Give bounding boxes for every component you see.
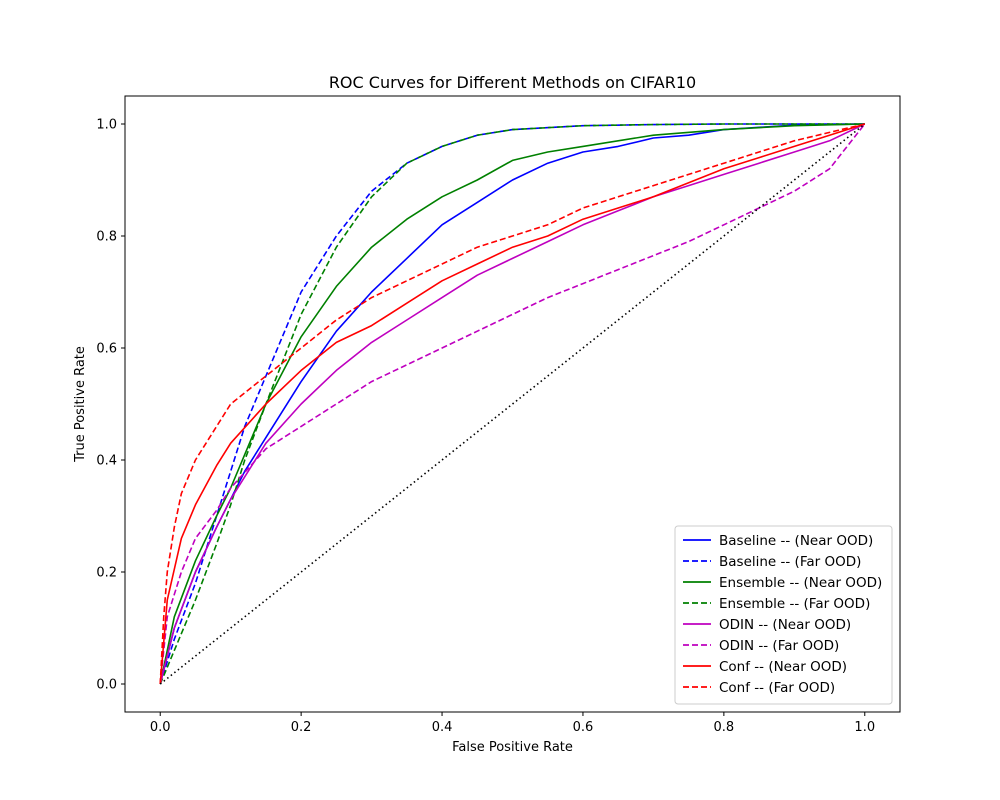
y-tick-label: 0.8: [96, 230, 117, 245]
legend-frame: [674, 525, 893, 705]
x-axis-ticks: 0.0 0.2 0.4 0.6 0.8 1.0: [150, 712, 875, 735]
legend-label: Conf -- (Far OOD): [719, 680, 835, 696]
x-tick-label: 0.8: [714, 720, 735, 735]
x-tick-label: 1.0: [854, 720, 875, 735]
legend-label: Conf -- (Near OOD): [719, 659, 847, 675]
y-tick-label: 0.2: [96, 566, 117, 581]
series-line-odin-far-ood: [159, 123, 866, 685]
y-tick-label: 0.0: [96, 678, 117, 693]
series-line-conf-far-ood: [159, 123, 865, 685]
series-line-ensemble-near-ood: [159, 123, 865, 685]
series-line-conf-near-ood: [159, 123, 866, 685]
legend-label: ODIN -- (Near OOD): [719, 617, 851, 633]
legend-label: Baseline -- (Near OOD): [719, 533, 873, 549]
plot-area: [159, 123, 866, 685]
chance-diagonal-line: [159, 123, 866, 685]
legend-label: Ensemble -- (Near OOD): [719, 575, 882, 591]
plot-frame: [124, 95, 901, 713]
x-tick-label: 0.2: [291, 720, 312, 735]
x-axis-label: False Positive Rate: [452, 740, 573, 755]
chart-title: ROC Curves for Different Methods on CIFA…: [329, 73, 696, 92]
y-axis-label: True Positive Rate: [73, 346, 88, 463]
legend-label: ODIN -- (Far OOD): [719, 638, 839, 654]
y-axis-ticks: 0.0 0.2 0.4 0.6 0.8 1.0: [96, 118, 125, 693]
series-line-baseline-far-ood: [159, 123, 865, 685]
x-tick-label: 0.0: [150, 720, 171, 735]
y-tick-label: 0.4: [96, 454, 117, 469]
x-tick-label: 0.6: [573, 720, 594, 735]
x-tick-label: 0.4: [432, 720, 453, 735]
legend-label: Ensemble -- (Far OOD): [719, 596, 870, 612]
series-line-odin-near-ood: [159, 123, 866, 685]
legend: Baseline -- (Near OOD) Baseline -- (Far O…: [674, 525, 893, 705]
y-tick-label: 0.6: [96, 342, 117, 357]
y-tick-label: 1.0: [96, 118, 117, 133]
legend-label: Baseline -- (Far OOD): [719, 554, 861, 570]
series-line-ensemble-far-ood: [159, 123, 865, 685]
